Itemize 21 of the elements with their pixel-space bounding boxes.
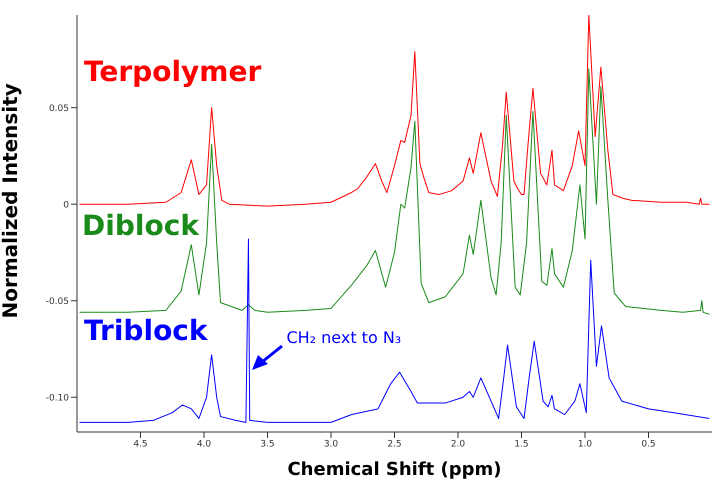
x-tick-label: 4.0 [196,439,212,450]
series-label: Diblock [82,209,199,242]
y-tick-label: 0.05 [48,104,69,114]
x-tick-label: 3.5 [260,439,275,450]
x-tick-label: 1.5 [514,439,529,450]
line-series [79,238,710,423]
annotation: CH₂ next to N₃ [286,328,402,348]
x-tick-label: 2.5 [387,439,402,450]
x-tick-label: 0.5 [641,439,656,450]
line-series [79,15,710,207]
series-label: Triblock [84,314,208,347]
y-tick-label: -0.05 [46,296,69,307]
x-axis-title: Chemical Shift (ppm) [287,459,502,480]
x-tick-label: 2.0 [450,439,466,450]
x-tick-label: 1.0 [578,439,592,450]
x-tick-label: 4.5 [133,439,148,450]
x-tick-label: 3.0 [324,439,338,450]
y-axis-title: Normalized Intensity [0,83,22,318]
y-tick-label: -0.10 [46,393,70,404]
y-tick-label: 0 [63,200,70,210]
series-label: Terpolymer [84,55,262,88]
